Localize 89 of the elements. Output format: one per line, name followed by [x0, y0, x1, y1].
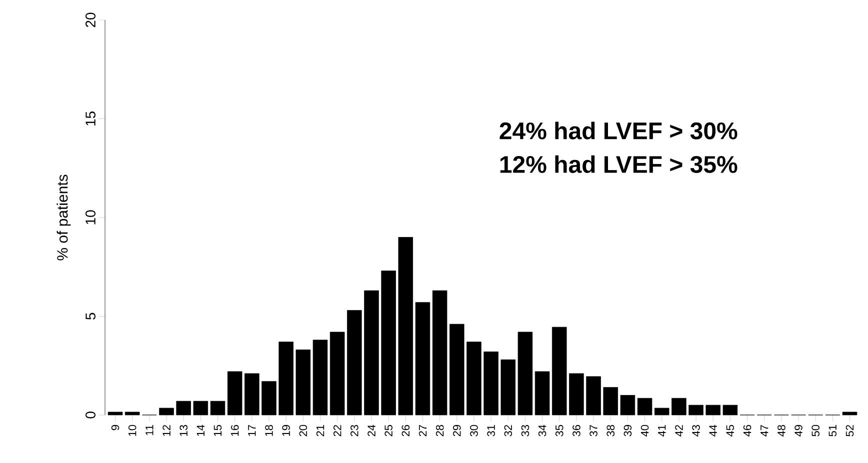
x-tick-label: 12 [162, 425, 170, 436]
bar [586, 376, 601, 416]
bar [603, 387, 618, 416]
x-tick-label: 51 [828, 425, 837, 436]
bar [176, 400, 191, 416]
bar [312, 340, 328, 416]
bar [722, 404, 738, 416]
x-tick-label: 32 [504, 425, 512, 436]
x-tick-label: 21 [316, 425, 324, 436]
x-tick-label: 27 [418, 425, 427, 436]
x-tick-label: 47 [760, 425, 768, 437]
x-tick-label: 18 [265, 425, 273, 436]
x-tick-label: 41 [658, 425, 666, 437]
x-tick-label: 22 [333, 425, 342, 436]
x-tick-label: 17 [248, 425, 256, 436]
bar [637, 398, 652, 416]
x-tick-label: 36 [572, 425, 580, 436]
bar [842, 412, 858, 416]
bar [227, 371, 242, 416]
x-tick-label: 11 [146, 425, 154, 436]
bar [124, 412, 140, 416]
bar [210, 400, 226, 416]
x-tick-label: 38 [606, 425, 615, 436]
y-tick-label: 0 [86, 412, 96, 418]
bar [398, 237, 414, 416]
x-tick-label: 15 [214, 424, 222, 436]
x-tick-label: 45 [726, 424, 734, 437]
x-tick-label: 14 [196, 424, 204, 436]
x-tick-label: 33 [521, 425, 530, 436]
y-tick-label: 15 [86, 112, 96, 126]
y-axis-title: % of patients [56, 174, 71, 260]
bar [108, 412, 123, 416]
x-tick-label: 26 [402, 425, 410, 436]
bar [484, 352, 498, 416]
x-tick-label: 31 [487, 425, 495, 436]
x-tick-label: 46 [743, 425, 752, 437]
bar [296, 350, 311, 416]
y-tick-label: 5 [86, 312, 96, 320]
x-tick-label: 35 [555, 424, 564, 436]
x-tick-label: 20 [299, 424, 308, 436]
x-tick-label: 34 [538, 424, 546, 436]
bar [569, 373, 584, 416]
bar [534, 371, 550, 416]
bar [688, 404, 704, 416]
bar [500, 359, 516, 416]
bar [672, 398, 686, 416]
bar [244, 373, 260, 416]
bar [330, 332, 345, 416]
x-tick-label: 19 [282, 425, 290, 436]
x-tick-label: 44 [709, 424, 717, 437]
bar [450, 324, 464, 416]
x-tick-label: 29 [453, 425, 461, 436]
bar [364, 290, 379, 416]
y-tick-label: 20 [86, 12, 96, 28]
bar [193, 400, 208, 416]
x-tick-label: 52 [846, 425, 854, 436]
y-tick-label: 10 [86, 210, 96, 224]
x-tick-label: 30 [470, 424, 478, 436]
x-tick-label: 37 [590, 425, 598, 436]
annotation: 24% had LVEF > 30% [500, 122, 738, 140]
x-tick-label: 49 [794, 425, 802, 437]
x-tick-label: 50 [812, 424, 820, 436]
x-tick-label: 25 [384, 424, 392, 436]
x-tick-label: 39 [624, 425, 632, 436]
bar [466, 342, 482, 416]
bar [381, 270, 396, 416]
bar [518, 332, 533, 416]
x-tick-label: 23 [350, 425, 358, 436]
x-tick-label: 9 [111, 425, 120, 430]
x-tick-label: 43 [692, 425, 700, 437]
x-tick-label: 42 [675, 425, 683, 437]
x-tick-label: 13 [180, 425, 188, 436]
bar [159, 408, 174, 416]
annotation: 12% had LVEF > 35% [500, 155, 738, 173]
bar [620, 395, 636, 416]
x-tick-label: 48 [778, 425, 786, 437]
bar [415, 302, 430, 416]
x-tick-label: 16 [230, 425, 239, 436]
bar [654, 408, 670, 416]
bar [552, 326, 567, 416]
bar [278, 342, 294, 416]
bar [262, 381, 276, 416]
bar [432, 290, 448, 416]
x-tick-label: 40 [640, 424, 649, 437]
x-tick-label: 10 [128, 424, 136, 436]
x-tick-label: 24 [368, 424, 376, 436]
bar [706, 404, 720, 416]
bar [347, 310, 362, 416]
x-tick-label: 28 [436, 425, 444, 436]
